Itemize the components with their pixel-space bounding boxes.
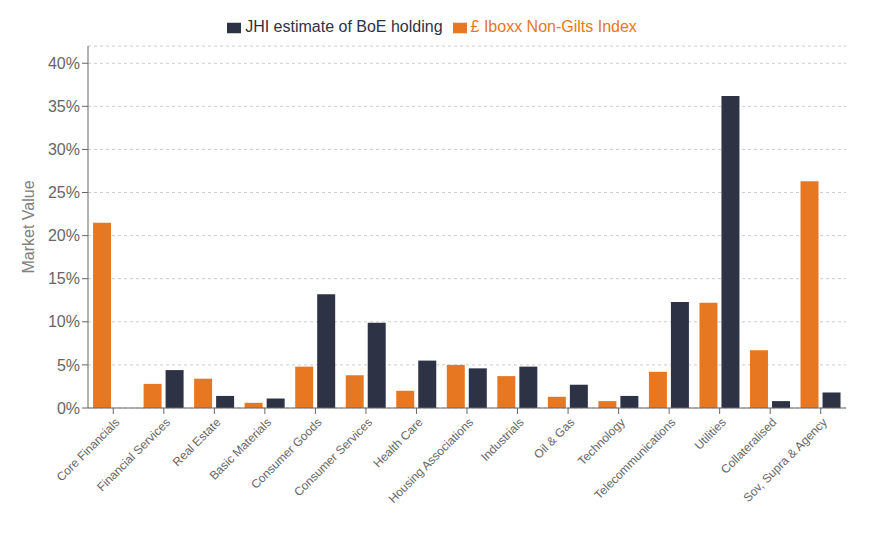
svg-text:Financial Services: Financial Services: [94, 415, 173, 494]
svg-text:35%: 35%: [48, 98, 80, 115]
svg-text:25%: 25%: [48, 184, 80, 201]
svg-text:Utilities: Utilities: [692, 415, 729, 452]
svg-text:Market Value: Market Value: [20, 180, 37, 273]
svg-text:10%: 10%: [48, 313, 80, 330]
svg-text:Consumer Services: Consumer Services: [291, 415, 375, 499]
svg-text:Consumer Goods: Consumer Goods: [248, 415, 325, 492]
svg-text:40%: 40%: [48, 55, 80, 72]
svg-text:Telecommunications: Telecommunications: [592, 415, 679, 502]
svg-text:Sov, Supra & Agency: Sov, Supra & Agency: [740, 415, 829, 504]
svg-text:Industrials: Industrials: [478, 415, 527, 464]
svg-text:Basic Materials: Basic Materials: [206, 415, 275, 483]
svg-text:Housing Associations: Housing Associations: [386, 415, 477, 506]
svg-text:Oil & Gas: Oil & Gas: [531, 415, 577, 461]
svg-text:Technology: Technology: [575, 415, 628, 468]
svg-text:30%: 30%: [48, 141, 80, 158]
html-text:£ Iboxx Non-Gilts Index: £ Iboxx Non-Gilts Index: [470, 18, 637, 35]
svg-text:0%: 0%: [57, 400, 80, 417]
svg-text:20%: 20%: [48, 227, 80, 244]
svg-text:15%: 15%: [48, 270, 80, 287]
svg-text:Real Estate: Real Estate: [170, 415, 224, 469]
svg-text:5%: 5%: [57, 357, 80, 374]
html-text:JHI estimate of BoE holding: JHI estimate of BoE holding: [245, 18, 443, 35]
svg-text:Collateralised: Collateralised: [718, 415, 780, 477]
svg-text:Health Care: Health Care: [370, 415, 425, 470]
svg-text:Core Financials: Core Financials: [53, 415, 123, 485]
